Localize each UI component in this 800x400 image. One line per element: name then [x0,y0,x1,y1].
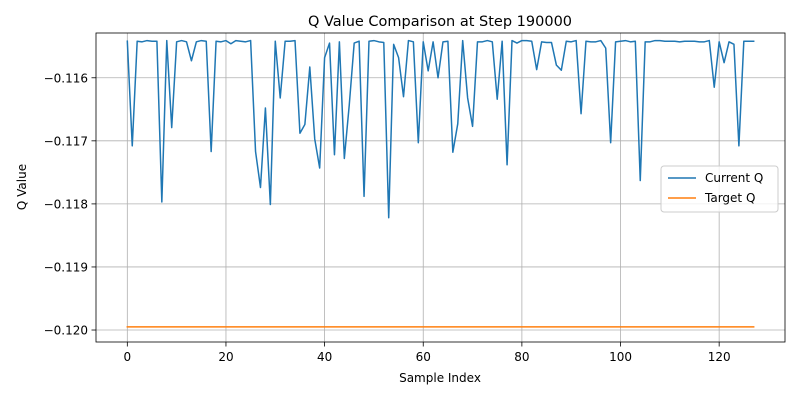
legend-label-target-q: Target Q [704,191,755,205]
y-tick-label: −0.119 [44,260,88,274]
x-tick-label: 40 [317,350,332,364]
legend-label-current-q: Current Q [705,171,763,185]
y-axis-title: Q Value [15,164,29,210]
x-tick-label: 100 [609,350,632,364]
y-tick-label: −0.120 [44,324,88,338]
chart-title: Q Value Comparison at Step 190000 [308,14,572,30]
x-tick-label: 60 [416,350,431,364]
x-axis-title: Sample Index [399,371,481,385]
x-tick-label: 0 [123,350,131,364]
series-line-current-q [126,39,755,219]
x-axis-ticks: 0 20 40 60 80 100 120 [123,342,731,364]
legend: Current Q Target Q [660,165,779,213]
y-tick-label: −0.117 [44,134,88,148]
x-tick-label: 120 [708,350,731,364]
x-tick-label: 80 [514,350,529,364]
y-tick-label: −0.116 [44,71,88,85]
plot-frame [95,32,786,343]
x-tick-label: 20 [218,350,233,364]
y-tick-label: −0.118 [44,197,88,211]
y-axis-ticks: −0.120 −0.119 −0.118 −0.117 −0.116 [44,71,96,338]
series-lines [126,39,755,328]
